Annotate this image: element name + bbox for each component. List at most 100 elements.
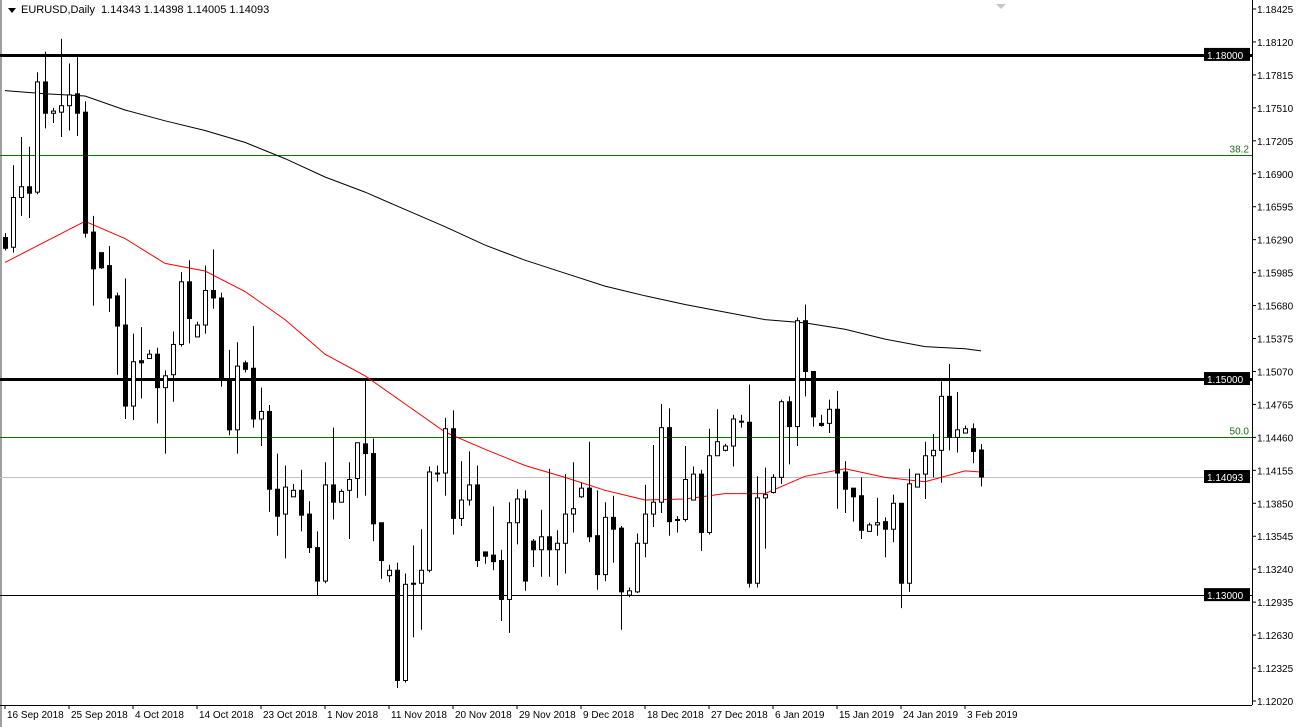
bullish-candle (539, 509, 544, 577)
bullish-candle (403, 573, 408, 683)
bullish-candle (555, 530, 560, 586)
candle-body (315, 547, 320, 582)
chart-header: EURUSD,Daily 1.14343 1.14398 1.14005 1.14… (8, 4, 269, 16)
bearish-candle (483, 551, 488, 564)
bearish-candle (971, 423, 976, 464)
bullish-candle (563, 474, 568, 574)
candle-body (723, 445, 728, 451)
bullish-candle (915, 473, 920, 488)
candle-body (131, 361, 136, 407)
candle-body (579, 487, 584, 498)
candle-body (763, 494, 768, 499)
candle-body (155, 353, 160, 389)
candle-body (275, 488, 280, 517)
chart-shift-icon[interactable] (996, 4, 1006, 9)
candle-body (323, 484, 328, 582)
candle-body (363, 443, 368, 455)
candle-body (931, 449, 936, 457)
bullish-candle (19, 137, 24, 216)
candle-body (555, 542, 560, 551)
bullish-candle (795, 317, 800, 447)
candle-body (531, 540, 536, 551)
candle-body (779, 401, 784, 478)
y-tick-label: 1.16900 (1257, 170, 1294, 181)
y-tick-label: 1.17205 (1257, 137, 1294, 148)
x-tick-label: 6 Jan 2019 (775, 710, 825, 721)
candle-body (747, 421, 752, 584)
candle-body (403, 583, 408, 681)
y-tick-label: 1.15375 (1257, 335, 1294, 346)
candle-body (307, 513, 312, 549)
candle-body (267, 410, 272, 490)
candle-body (803, 320, 808, 372)
candle-body (43, 81, 48, 114)
candle-body (899, 502, 904, 584)
bullish-candle (715, 409, 720, 457)
y-tick-label: 1.12935 (1257, 598, 1294, 609)
candle-body (219, 297, 224, 380)
y-tick-label: 1.13545 (1257, 532, 1294, 543)
candle-body (939, 395, 944, 451)
candle-body (523, 498, 528, 582)
bearish-candle (947, 363, 952, 451)
bearish-candle (371, 438, 376, 542)
candle-body (811, 370, 816, 418)
triangle-down-icon[interactable] (8, 7, 16, 13)
candle-body (923, 455, 928, 475)
candle-body (419, 569, 424, 584)
candle-body (843, 471, 848, 490)
candle-body (611, 516, 616, 530)
bullish-candle (11, 165, 16, 253)
bearish-candle (811, 370, 816, 427)
candle-body (867, 524, 872, 532)
candle-body (59, 105, 64, 113)
bearish-candle (979, 444, 984, 487)
x-tick-label: 16 Sep 2018 (7, 710, 64, 721)
candle-body (603, 516, 608, 576)
candle-body (635, 542, 640, 593)
bullish-candle (59, 38, 64, 138)
candle-body (211, 289, 216, 299)
bearish-candle (595, 490, 600, 590)
bullish-candle (931, 434, 936, 478)
bearish-candle (859, 477, 864, 539)
candle-body (547, 536, 552, 551)
bullish-candle (571, 462, 576, 533)
bearish-candle (547, 468, 552, 577)
candle-body (395, 569, 400, 681)
candle-body (499, 560, 504, 600)
bullish-candle (739, 414, 744, 428)
bearish-candle (155, 347, 160, 424)
candle-body (123, 324, 128, 407)
bearish-candle (411, 545, 416, 638)
candle-body (3, 237, 8, 249)
x-tick-label: 18 Dec 2018 (647, 710, 704, 721)
candle-body (27, 186, 32, 194)
candle-body (699, 473, 704, 533)
bearish-candle (27, 146, 32, 219)
candle-body (563, 513, 568, 544)
candle-body (347, 479, 352, 491)
bullish-candle (651, 444, 656, 528)
candle-body (755, 497, 760, 584)
bearish-candle (139, 327, 144, 399)
x-tick-label: 11 Nov 2018 (391, 710, 447, 721)
candle-body (179, 281, 184, 345)
candle-body (619, 527, 624, 593)
y-tick-label: 1.14765 (1257, 400, 1294, 411)
bullish-candle (507, 502, 512, 633)
bullish-candle (723, 443, 728, 452)
bearish-candle (115, 292, 120, 375)
candle-body (163, 375, 168, 389)
level-price-box (1204, 372, 1250, 386)
candle-body (507, 522, 512, 600)
candle-body (739, 420, 744, 423)
candle-body (467, 484, 472, 501)
bearish-candle (819, 414, 824, 427)
y-tick-label: 1.14460 (1257, 433, 1294, 444)
y-tick-label: 1.15985 (1257, 269, 1294, 280)
candle-body (11, 197, 16, 248)
bullish-candle (939, 381, 944, 483)
